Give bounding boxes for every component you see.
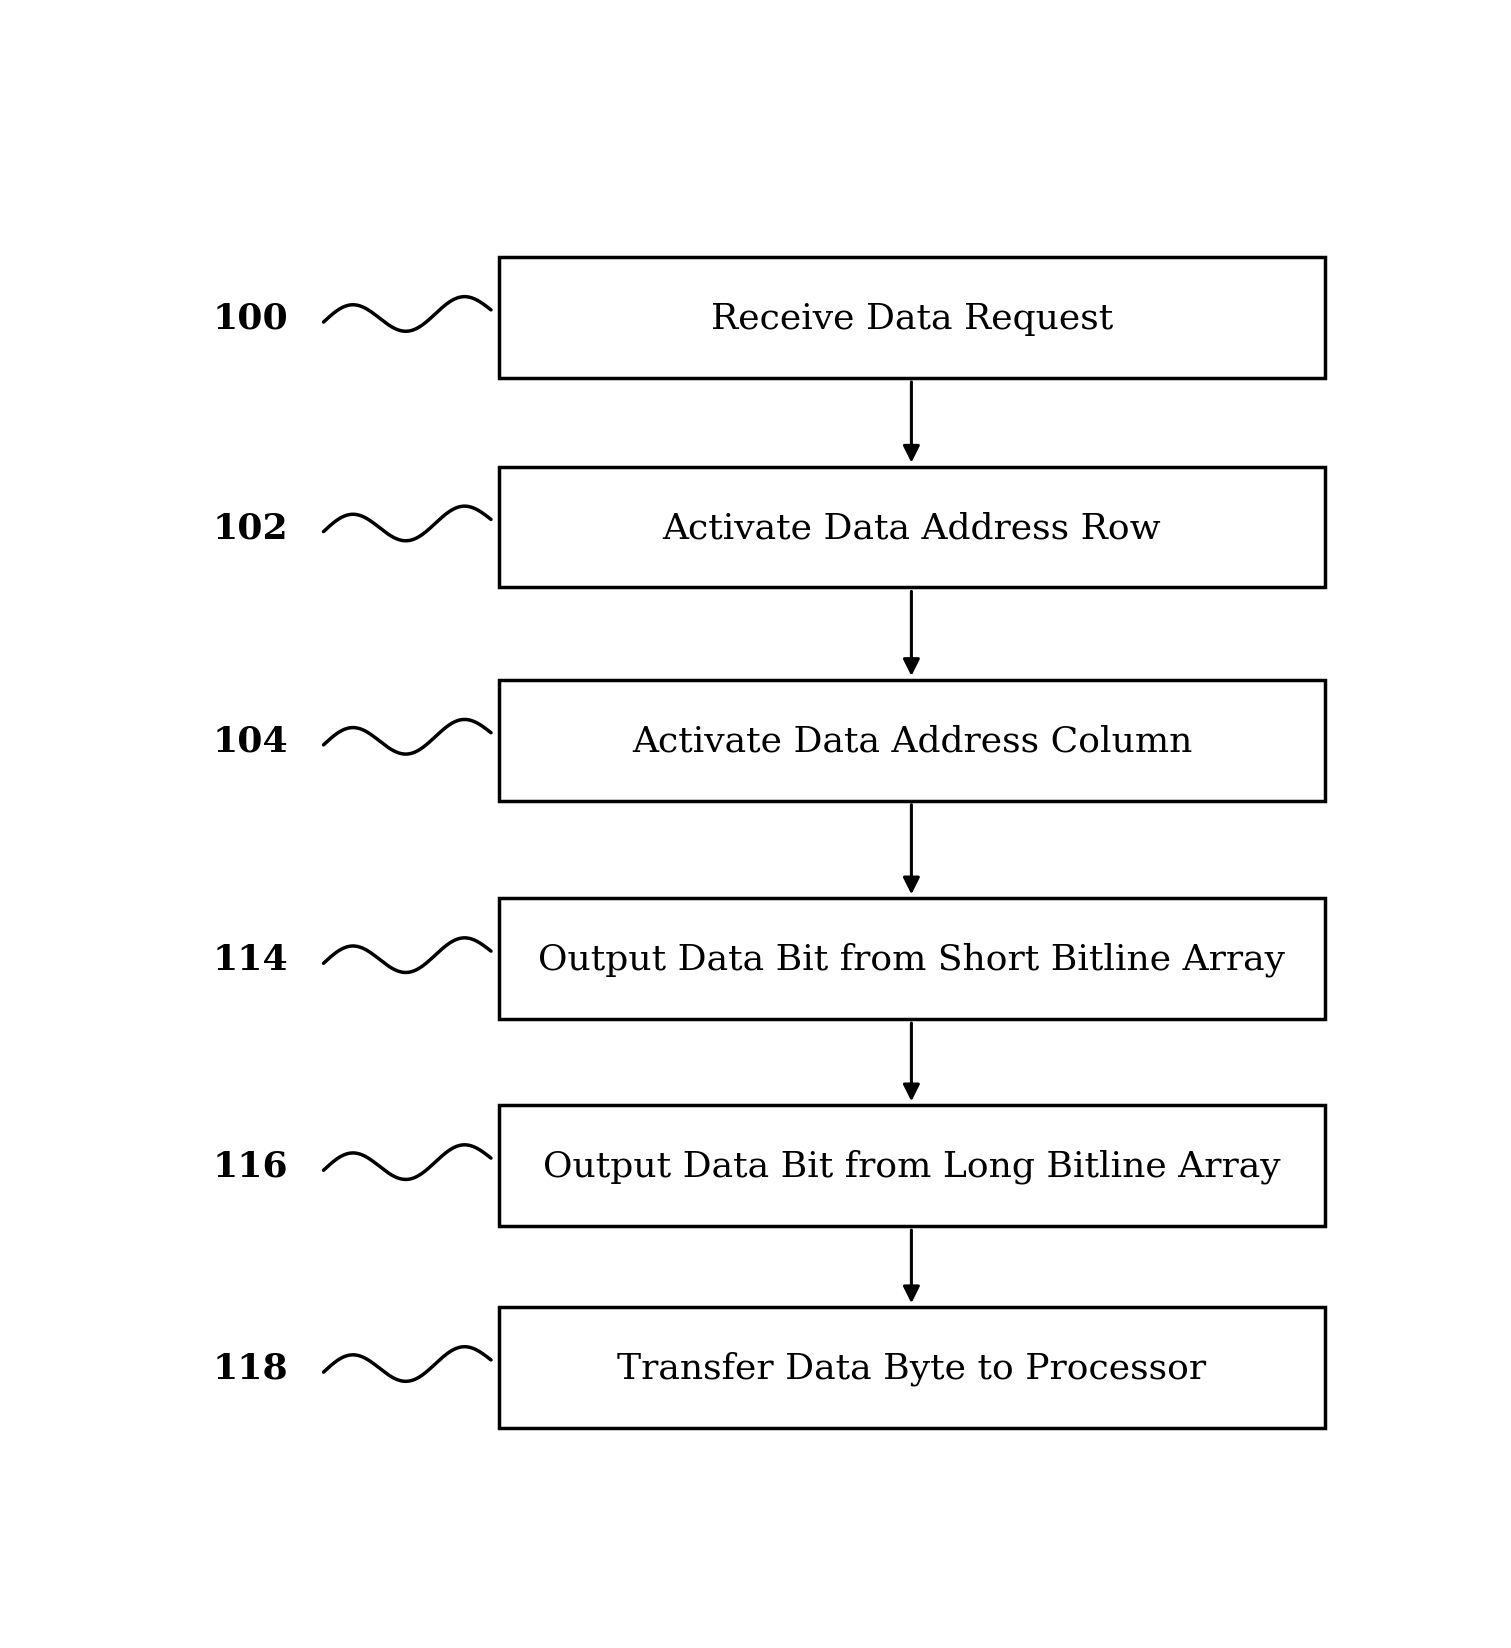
Text: Activate Data Address Column: Activate Data Address Column xyxy=(632,723,1192,758)
Text: 102: 102 xyxy=(212,511,289,545)
Bar xyxy=(499,1106,1325,1226)
Bar xyxy=(499,1307,1325,1429)
Text: 116: 116 xyxy=(212,1149,289,1183)
Text: Transfer Data Byte to Processor: Transfer Data Byte to Processor xyxy=(618,1350,1207,1384)
Text: 100: 100 xyxy=(212,302,289,335)
Text: 114: 114 xyxy=(212,943,289,976)
Text: Output Data Bit from Long Bitline Array: Output Data Bit from Long Bitline Array xyxy=(542,1149,1281,1183)
Text: Receive Data Request: Receive Data Request xyxy=(710,302,1114,335)
Bar xyxy=(499,468,1325,588)
Text: Activate Data Address Row: Activate Data Address Row xyxy=(663,511,1162,545)
Text: 104: 104 xyxy=(212,723,289,758)
Bar xyxy=(499,259,1325,379)
Bar xyxy=(499,898,1325,1020)
Text: 118: 118 xyxy=(212,1351,289,1384)
Text: Output Data Bit from Short Bitline Array: Output Data Bit from Short Bitline Array xyxy=(538,943,1286,976)
Bar xyxy=(499,681,1325,801)
